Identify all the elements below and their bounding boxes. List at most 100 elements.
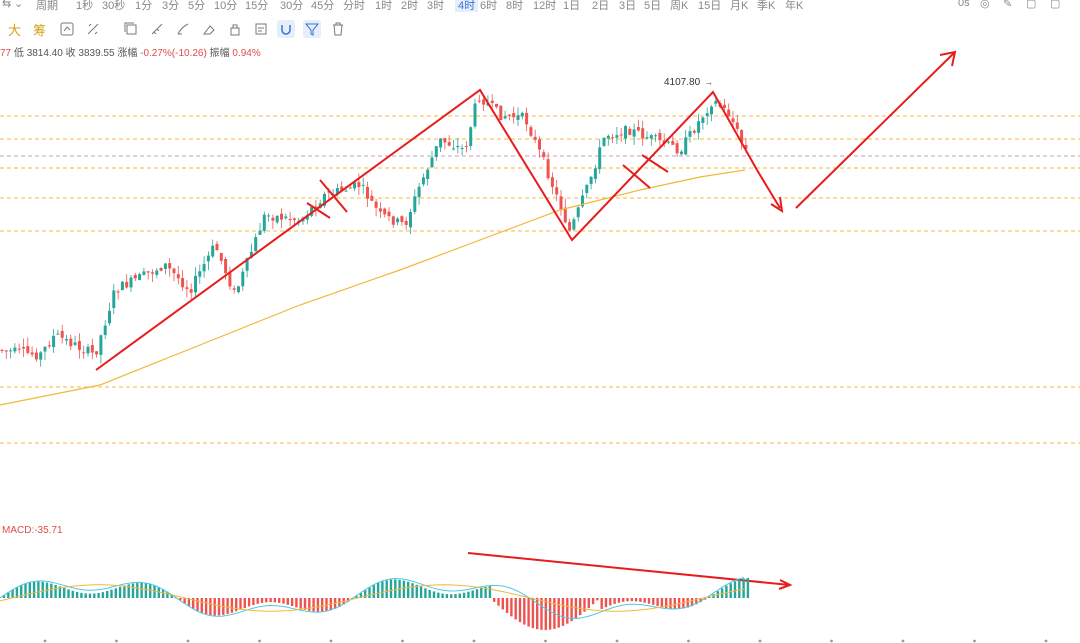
candle-body (224, 258, 228, 274)
macd-bar (609, 598, 612, 606)
macd-bar (28, 582, 31, 598)
chart-type-icon[interactable]: ⇆ (2, 0, 12, 10)
macd-bar (50, 583, 53, 598)
filter-icon[interactable] (303, 20, 321, 38)
up-arrow-shaft (795, 51, 956, 209)
macd-bar (2, 595, 6, 598)
interval-16[interactable]: 12时 (533, 0, 557, 12)
interval-17[interactable]: 1日 (563, 0, 581, 12)
candle-body (99, 335, 103, 355)
interval-18[interactable]: 2日 (592, 0, 610, 12)
macd-bar (355, 596, 358, 598)
interval-7[interactable]: 30分 (280, 0, 304, 12)
interval-21[interactable]: 周K (670, 0, 689, 12)
interval-9[interactable]: 分时 (343, 0, 365, 12)
interval-5[interactable]: 10分 (214, 0, 238, 12)
interval-11[interactable]: 2时 (401, 0, 419, 12)
candle-body (499, 105, 503, 121)
candle-body (288, 219, 292, 221)
candle-body (705, 113, 709, 117)
candle-body (202, 264, 206, 272)
macd-bar (510, 598, 513, 617)
candle-body (271, 217, 275, 221)
candle-body (559, 196, 563, 211)
change-value: -0.27%(-10.26) (140, 48, 207, 59)
interval-1[interactable]: 30秒 (102, 0, 126, 12)
candle-body (649, 135, 653, 139)
candle-body (95, 351, 99, 355)
candle-body (211, 245, 215, 257)
macd-bar (557, 598, 560, 628)
pen-icon[interactable]: ✎ (1003, 0, 1013, 10)
x-axis-dot (687, 639, 690, 643)
chou-button[interactable]: 筹 (33, 23, 47, 38)
candle-body (490, 100, 494, 104)
settings-icon[interactable]: ▢ (1050, 0, 1061, 10)
frame-icon[interactable]: ▢ (1026, 0, 1037, 10)
magnet-icon[interactable] (277, 20, 295, 38)
interval-12[interactable]: 3时 (427, 0, 445, 12)
candle-body (550, 177, 554, 187)
candle-body (421, 177, 425, 185)
interval-6[interactable]: 15分 (245, 0, 269, 12)
camera-icon[interactable]: ◎ (980, 0, 990, 10)
interval-8[interactable]: 45分 (311, 0, 335, 12)
candle-body (9, 350, 13, 352)
interval-23[interactable]: 月K (730, 0, 749, 12)
macd-bar (170, 594, 173, 598)
lock-icon[interactable] (226, 20, 244, 38)
copy-icon[interactable] (122, 20, 140, 38)
candle-body (142, 271, 146, 275)
macd-bar (501, 598, 504, 610)
candle-body (69, 338, 73, 347)
macd-bar (402, 580, 406, 598)
interval-13[interactable]: 4时 (455, 0, 479, 12)
macd-bar (394, 579, 397, 598)
indicator-icon[interactable] (58, 20, 76, 38)
macd-bar (136, 582, 139, 598)
interval-14[interactable]: 6时 (480, 0, 498, 12)
candle-body (82, 352, 86, 354)
candle-body (735, 122, 739, 129)
macd-bar (441, 593, 444, 598)
interval-24[interactable]: 季K (757, 0, 776, 12)
macd-bar (738, 579, 741, 598)
interval-2[interactable]: 1分 (135, 0, 153, 12)
cross-mark-2 (306, 202, 331, 219)
chevron-down-icon[interactable]: ⌄ (14, 0, 24, 10)
macd-bar (200, 598, 203, 613)
macd-bar (604, 598, 608, 608)
note-icon[interactable] (252, 20, 270, 38)
candle-body (469, 127, 473, 147)
candle-body (103, 325, 107, 335)
interval-25[interactable]: 年K (785, 0, 804, 12)
eraser-icon[interactable] (200, 20, 218, 38)
ruler-icon[interactable] (148, 20, 166, 38)
trash-icon[interactable] (329, 20, 347, 38)
macd-bar (209, 598, 212, 616)
brush-icon[interactable] (174, 20, 192, 38)
da-button[interactable]: 大 (8, 23, 22, 38)
candle-body (710, 106, 713, 115)
macd-bar (445, 594, 449, 598)
candle-body (275, 215, 279, 223)
interval-22[interactable]: 15日 (698, 0, 722, 12)
macd-bar (63, 587, 66, 598)
interval-3[interactable]: 3分 (162, 0, 180, 12)
interval-15[interactable]: 8时 (506, 0, 524, 12)
interval-20[interactable]: 5日 (644, 0, 662, 12)
low-label: 低 (13, 48, 24, 59)
interval-19[interactable]: 3日 (619, 0, 637, 12)
candle-body (426, 169, 430, 179)
macd-bar (419, 586, 423, 598)
interval-10[interactable]: 1时 (375, 0, 393, 12)
macd-bar (295, 598, 298, 608)
macd-bar (321, 598, 324, 612)
period-menu[interactable]: 周期 (36, 0, 58, 12)
compare-icon[interactable] (84, 20, 102, 38)
candle-body (176, 274, 180, 279)
interval-4[interactable]: 5分 (188, 0, 206, 12)
candle-body (262, 214, 266, 231)
interval-0[interactable]: 1秒 (76, 0, 94, 12)
